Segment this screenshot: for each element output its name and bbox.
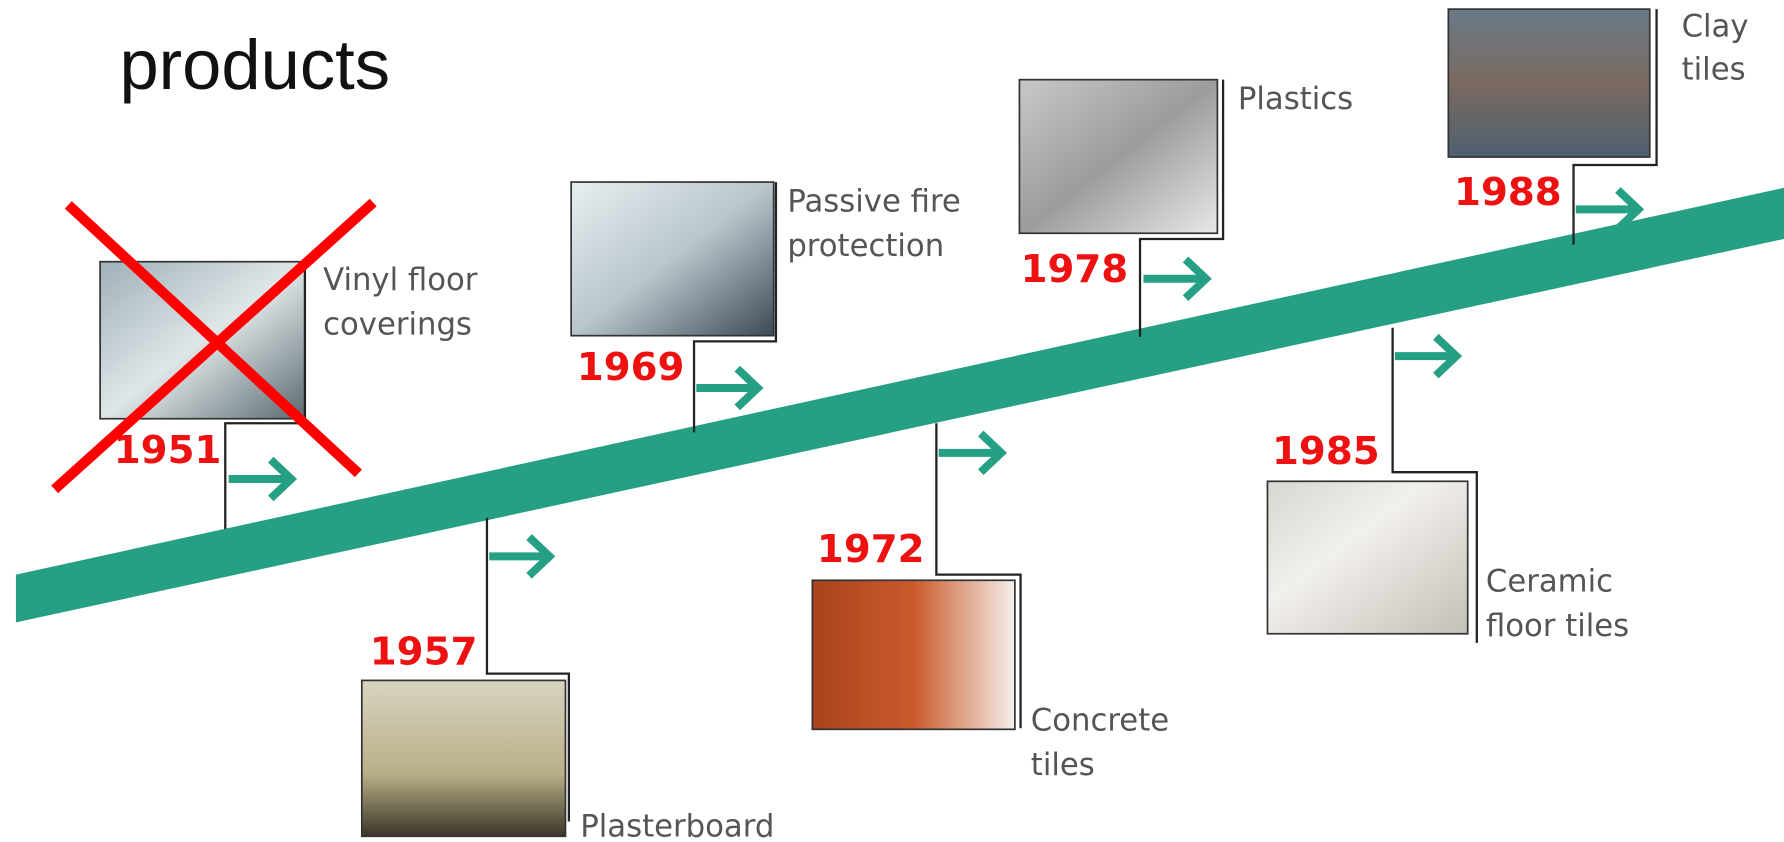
label: Passive fire [787, 184, 960, 220]
photo [1448, 9, 1649, 157]
photo [812, 580, 1015, 729]
arrow [1576, 190, 1639, 229]
label: floor tiles [1486, 608, 1629, 644]
label: protection [787, 228, 944, 264]
arrow [1143, 259, 1206, 298]
label: coverings [323, 307, 472, 343]
slide-title: products [119, 25, 390, 104]
label: Concrete [1031, 702, 1169, 738]
photo [1019, 80, 1217, 234]
year: 1988 [1454, 170, 1562, 215]
arrow [696, 369, 757, 408]
year: 1957 [370, 629, 478, 674]
label: Clay [1682, 8, 1749, 44]
year: 1969 [577, 345, 685, 390]
label: Vinyl floor [323, 262, 478, 298]
photo [571, 182, 774, 336]
arrow [939, 434, 1002, 473]
year: 1951 [114, 428, 222, 473]
arrow [1395, 337, 1456, 376]
label: tiles [1031, 747, 1095, 783]
photo [362, 680, 566, 836]
timeline-slide: products 1951 Vinyl floor coverings 1957… [0, 0, 1784, 842]
year: 1972 [817, 527, 925, 572]
label: Plastics [1238, 81, 1353, 117]
photo [1267, 481, 1467, 633]
arrow [489, 537, 549, 576]
label: Ceramic [1486, 564, 1613, 600]
arrow [229, 460, 292, 499]
label: tiles [1682, 52, 1746, 88]
year: 1978 [1021, 247, 1129, 292]
year: 1985 [1272, 429, 1380, 474]
page: products 1951 Vinyl floor coverings 1957… [0, 0, 1784, 842]
label: Plasterboard [580, 808, 774, 842]
